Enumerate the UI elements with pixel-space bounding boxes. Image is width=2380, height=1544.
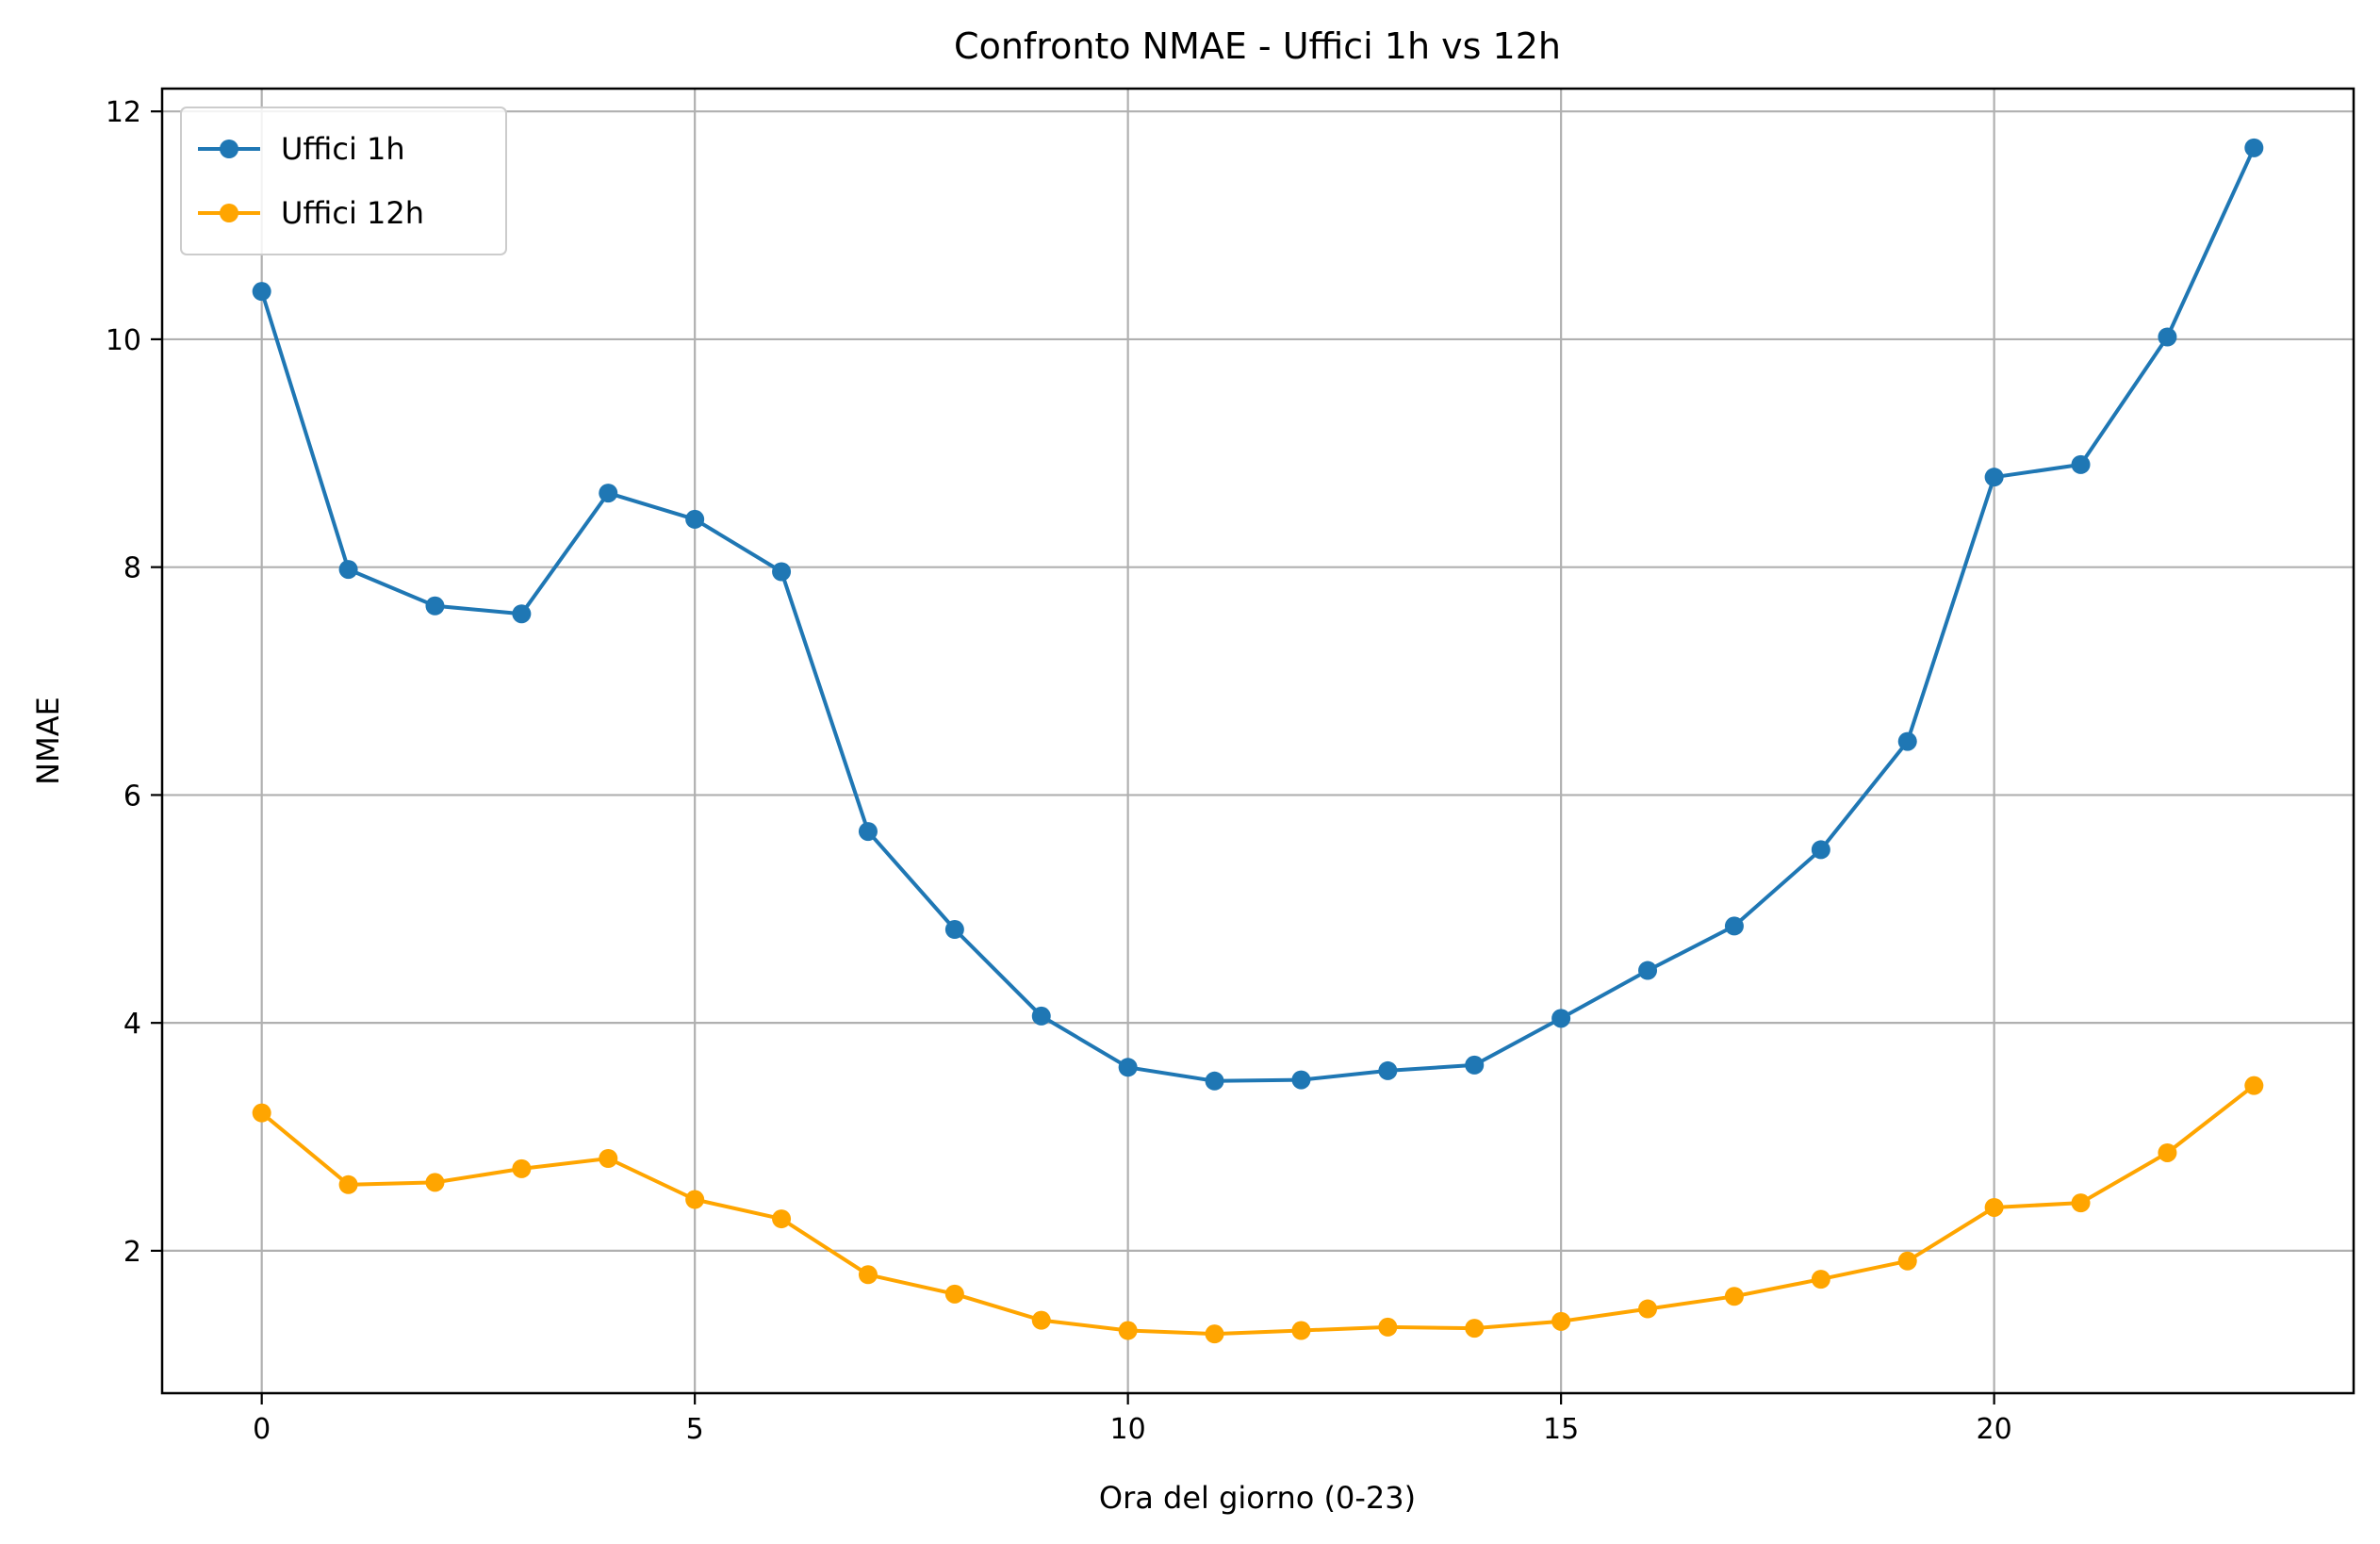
y-tick-label: 12 [106, 96, 141, 129]
data-point-uffici-1h [512, 604, 532, 624]
data-point-uffici-12h [685, 1190, 705, 1209]
data-point-uffici-1h [425, 596, 445, 616]
legend-label: Uffici 12h [281, 195, 424, 231]
series-layer [252, 138, 2264, 1344]
data-point-uffici-1h [1984, 468, 2004, 487]
data-point-uffici-1h [1465, 1055, 1485, 1075]
data-point-uffici-12h [1638, 1299, 1658, 1319]
data-point-uffici-12h [944, 1284, 964, 1304]
data-point-uffici-12h [338, 1174, 358, 1194]
y-tick-label: 2 [123, 1236, 141, 1269]
x-tick-label: 5 [686, 1413, 704, 1446]
x-tick-label: 10 [1110, 1413, 1146, 1446]
data-point-uffici-1h [1291, 1070, 1311, 1090]
grid-lines [162, 89, 2354, 1393]
data-point-uffici-12h [599, 1149, 618, 1169]
y-axis-label: NMAE [30, 697, 66, 785]
data-point-uffici-1h [1811, 840, 1830, 860]
x-axis-label: Ora del giorno (0-23) [1099, 1480, 1416, 1516]
data-point-uffici-1h [1551, 1009, 1571, 1028]
data-point-uffici-1h [1205, 1071, 1224, 1091]
data-point-uffici-12h [2158, 1142, 2177, 1162]
legend-marker [220, 140, 238, 158]
data-point-uffici-1h [772, 562, 792, 582]
data-point-uffici-12h [1465, 1319, 1485, 1339]
data-point-uffici-12h [1811, 1270, 1830, 1289]
x-tick-label: 15 [1543, 1413, 1579, 1446]
data-point-uffici-1h [599, 484, 618, 503]
data-point-uffici-12h [1118, 1321, 1138, 1340]
data-point-uffici-12h [425, 1173, 445, 1192]
plot-frame [160, 87, 2355, 1395]
data-point-uffici-12h [1724, 1287, 1744, 1306]
data-point-uffici-1h [2071, 454, 2091, 474]
data-point-uffici-1h [944, 920, 964, 940]
data-point-uffici-12h [252, 1103, 271, 1123]
data-point-uffici-1h [2244, 138, 2264, 157]
legend: Uffici 1h Uffici 12h [180, 107, 507, 255]
legend-marker [220, 204, 238, 222]
data-point-uffici-1h [685, 509, 705, 529]
data-point-uffici-1h [252, 282, 271, 302]
y-tick-label: 6 [123, 780, 141, 813]
legend-box [180, 107, 507, 255]
data-point-uffici-12h [512, 1158, 532, 1178]
data-point-uffici-12h [772, 1209, 792, 1229]
data-point-uffici-1h [1031, 1006, 1051, 1026]
data-point-uffici-12h [2071, 1193, 2091, 1213]
data-point-uffici-1h [1724, 916, 1744, 936]
data-point-uffici-12h [1378, 1317, 1398, 1337]
data-point-uffici-1h [1118, 1058, 1138, 1077]
y-tick-label: 8 [123, 552, 141, 585]
data-point-uffici-12h [1205, 1324, 1224, 1344]
series-line-uffici-1h [259, 147, 2257, 1083]
data-point-uffici-12h [1291, 1321, 1311, 1340]
data-point-uffici-12h [1031, 1310, 1051, 1330]
data-point-uffici-12h [1551, 1311, 1571, 1331]
data-point-uffici-1h [858, 822, 878, 842]
x-tick-label: 0 [253, 1413, 271, 1446]
x-tick-label: 20 [1977, 1413, 2012, 1446]
y-tick-label: 4 [123, 1008, 141, 1041]
data-point-uffici-1h [1897, 731, 1917, 751]
data-point-uffici-1h [338, 560, 358, 580]
data-point-uffici-12h [1897, 1251, 1917, 1271]
data-point-uffici-12h [1984, 1197, 2004, 1217]
axis-ticks: 0 5 10 15 20 2 4 6 8 10 12 [106, 96, 2012, 1446]
chart-title: Confronto NMAE - Uffici 1h vs 12h [954, 25, 1561, 67]
legend-label: Uffici 1h [281, 131, 405, 167]
data-point-uffici-12h [858, 1265, 878, 1285]
data-point-uffici-12h [2244, 1076, 2264, 1095]
data-point-uffici-1h [1638, 961, 1658, 980]
series-line-uffici-12h [260, 1084, 2256, 1337]
data-point-uffici-1h [2158, 327, 2177, 347]
y-tick-label: 10 [106, 324, 141, 357]
data-point-uffici-1h [1378, 1060, 1398, 1080]
